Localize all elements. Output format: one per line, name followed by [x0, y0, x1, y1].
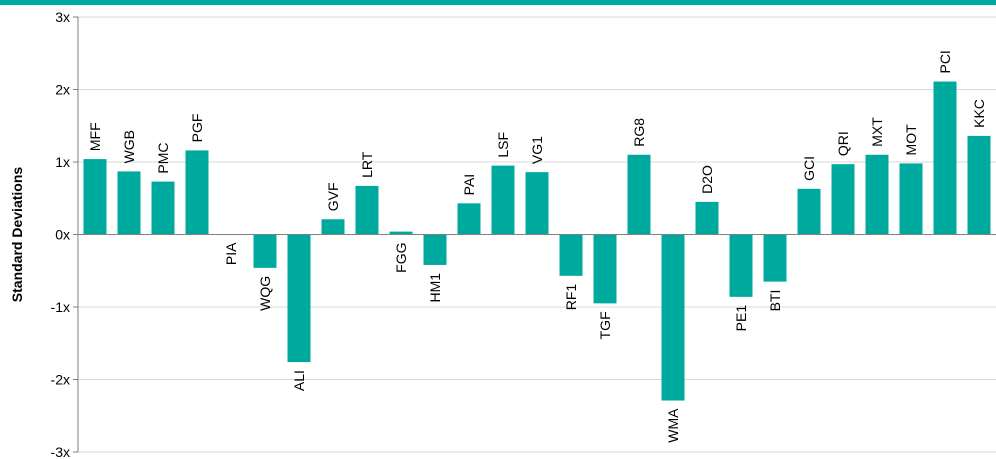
- bars: [83, 81, 991, 401]
- bar-label-mot: MOT: [903, 124, 919, 156]
- bar-label-mff: MFF: [87, 122, 103, 151]
- bar-label-lsf: LSF: [495, 132, 511, 158]
- bar-pci: [933, 81, 957, 235]
- bar-bti: [763, 234, 787, 282]
- bar-ali: [287, 234, 311, 363]
- bar-pai: [457, 203, 481, 235]
- bar-label-gci: GCI: [801, 156, 817, 181]
- bar-gvf: [321, 219, 345, 235]
- bar-label-tgf: TGF: [597, 311, 613, 339]
- bar-label-wgb: WGB: [121, 130, 137, 163]
- bar-label-hm1: HM1: [427, 273, 443, 303]
- bar-label-wqg: WQG: [257, 276, 273, 311]
- bar-label-pai: PAI: [461, 174, 477, 196]
- bar-wqg: [253, 234, 277, 268]
- bar-mff: [83, 159, 107, 235]
- bar-vg1: [525, 172, 549, 235]
- gridlines: [78, 16, 996, 453]
- y-tick-label: -2x: [51, 372, 70, 388]
- bar-label-pgf: PGF: [189, 114, 205, 143]
- bar-labels: MFF WGB PMC PGF PIA WQG ALI GVF LRT FGG HM1 PAI LSF V…: [87, 50, 987, 443]
- bar-lrt: [355, 185, 379, 235]
- y-tick-labels: 3x 2x 1x 0x -1x -2x -3x: [51, 9, 78, 459]
- bar-wma: [661, 234, 685, 401]
- bar-label-mxt: MXT: [869, 117, 885, 147]
- y-tick-label: -1x: [51, 299, 70, 315]
- bar-label-fgg: FGG: [393, 243, 409, 273]
- bar-wgb: [117, 171, 141, 235]
- bar-label-lrt: LRT: [359, 151, 375, 178]
- bar-label-bti: BTI: [767, 290, 783, 312]
- bar-lsf: [491, 165, 515, 235]
- bar-label-kkc: KKC: [971, 99, 987, 128]
- bar-label-qri: QRI: [835, 131, 851, 156]
- bar-label-d2o: D2O: [699, 165, 715, 194]
- bar-mot: [899, 163, 923, 235]
- y-tick-label: 3x: [55, 9, 70, 25]
- bar-hm1: [423, 234, 447, 265]
- bar-fgg: [389, 231, 413, 235]
- y-tick-label: 0x: [55, 227, 70, 243]
- bar-label-wma: WMA: [665, 408, 681, 443]
- bar-pgf: [185, 150, 209, 235]
- bar-label-gvf: GVF: [325, 182, 341, 211]
- bar-label-vg1: VG1: [529, 136, 545, 164]
- bar-rf1: [559, 234, 583, 276]
- bar-label-rg8: RG8: [631, 118, 647, 147]
- bar-label-ali: ALI: [291, 370, 307, 391]
- y-tick-label: 2x: [55, 82, 70, 98]
- bar-rg8: [627, 154, 651, 235]
- bar-qri: [831, 164, 855, 235]
- bar-label-pe1: PE1: [733, 305, 749, 332]
- bar-label-rf1: RF1: [563, 284, 579, 311]
- bar-tgf: [593, 234, 617, 304]
- bar-pmc: [151, 181, 175, 235]
- bar-d2o: [695, 201, 719, 235]
- y-tick-label: -3x: [51, 444, 70, 459]
- y-tick-label: 1x: [55, 154, 70, 170]
- bar-gci: [797, 188, 821, 235]
- bar-kkc: [967, 135, 991, 235]
- bar-label-pci: PCI: [937, 50, 953, 73]
- y-axis-title: Standard Deviations: [9, 167, 25, 303]
- bar-label-pia: PIA: [223, 242, 239, 265]
- top-accent-bar: [0, 0, 996, 5]
- bar-label-pmc: PMC: [155, 142, 171, 173]
- bar-mxt: [865, 154, 889, 235]
- bar-pe1: [729, 234, 753, 297]
